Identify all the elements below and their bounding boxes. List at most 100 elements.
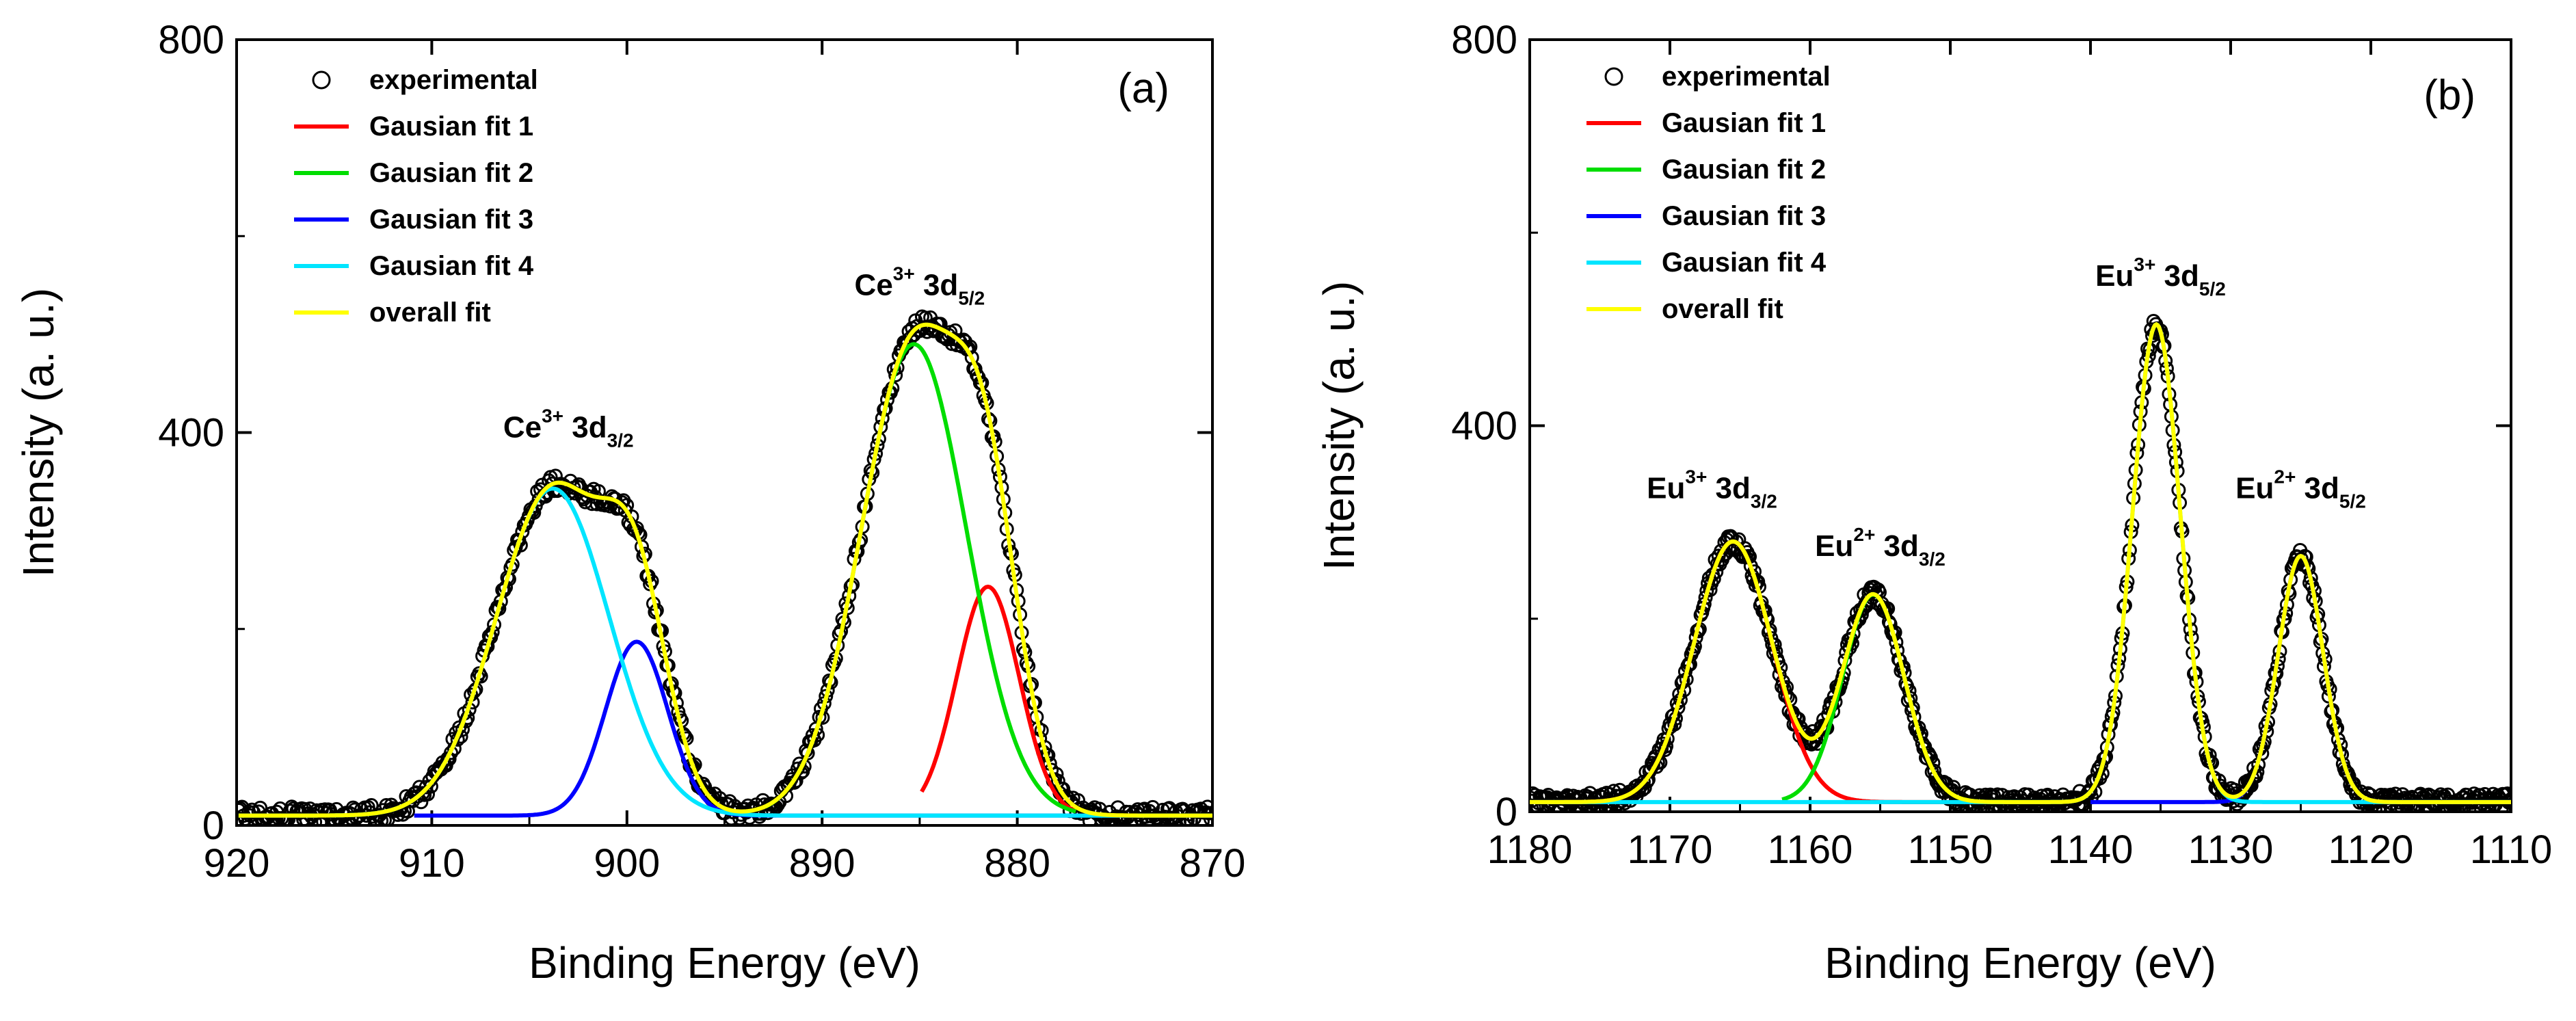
y-tick-label: 0 bbox=[202, 804, 224, 848]
legend-item: Gausian fit 3 bbox=[294, 204, 533, 235]
annotation-charge: 2+ bbox=[1853, 524, 1875, 545]
overall-fit-line bbox=[238, 322, 1212, 818]
legend: experimental Gausian fit 1 Gausian fit 2 Ga… bbox=[1586, 62, 1831, 324]
legend-item: Gausian fit 4 bbox=[294, 251, 534, 281]
legend-label: overall fit bbox=[1662, 294, 1783, 324]
x-tick-label: 1120 bbox=[2328, 827, 2414, 872]
x-tick-label: 1150 bbox=[1908, 827, 1993, 872]
x-tick-label: 900 bbox=[594, 841, 660, 886]
gaussian-fit-1-line bbox=[920, 584, 1077, 813]
annotation-subshell: 5/2 bbox=[2339, 490, 2366, 512]
peak-annotation: Ce3+ 3d3/2 bbox=[503, 406, 634, 451]
plot-area bbox=[1530, 313, 2511, 812]
experimental-point bbox=[237, 814, 245, 825]
x-tick-label: 1160 bbox=[1768, 827, 1853, 872]
annotation-element: Eu bbox=[2095, 259, 2134, 293]
legend-marker-circle bbox=[1604, 67, 1623, 86]
legend: experimental Gausian fit 1 Gausian fit 2 Ga… bbox=[294, 65, 538, 328]
peak-annotation: Eu2+ 3d5/2 bbox=[2235, 466, 2366, 512]
annotation-orbital: 3d bbox=[915, 268, 959, 302]
y-tick-label: 800 bbox=[158, 18, 224, 62]
legend-item: Gausian fit 1 bbox=[1586, 108, 1826, 138]
annotation-charge: 3+ bbox=[893, 263, 915, 284]
y-axis-label: Intensity (a. u.) bbox=[14, 288, 63, 577]
y-tick-label: 400 bbox=[1451, 404, 1517, 449]
legend-item: experimental bbox=[312, 65, 538, 95]
annotation-orbital: 3d bbox=[2155, 259, 2199, 293]
y-tick-label: 0 bbox=[1496, 790, 1517, 834]
annotation-charge: 3+ bbox=[1685, 466, 1707, 487]
legend-label: experimental bbox=[369, 65, 538, 95]
panel-label: (a) bbox=[1117, 65, 1169, 112]
legend-label: overall fit bbox=[369, 297, 491, 328]
legend-label: Gausian fit 2 bbox=[369, 158, 533, 188]
peak-annotation: Eu3+ 3d3/2 bbox=[1647, 466, 1777, 512]
annotation-orbital: 3d bbox=[2296, 471, 2339, 505]
annotation-orbital: 3d bbox=[563, 411, 607, 445]
legend-item: experimental bbox=[1604, 62, 1831, 92]
annotation-subshell: 3/2 bbox=[1919, 548, 1946, 570]
overall-fit-line bbox=[1530, 321, 2511, 804]
gaussian-fit-4-line bbox=[238, 486, 1212, 818]
experimental-series bbox=[237, 309, 1212, 825]
x-tick-label: 1130 bbox=[2188, 827, 2274, 872]
legend-item: Gausian fit 2 bbox=[294, 158, 533, 188]
annotation-orbital: 3d bbox=[1707, 471, 1751, 505]
legend-marker-circle bbox=[312, 70, 331, 90]
legend-label: Gausian fit 4 bbox=[1662, 248, 1827, 278]
legend-label: Gausian fit 3 bbox=[1662, 201, 1826, 231]
legend-label: Gausian fit 4 bbox=[369, 251, 534, 281]
x-tick-label: 1110 bbox=[2470, 827, 2552, 872]
annotation-element: Ce bbox=[503, 411, 542, 445]
x-tick-label: 1140 bbox=[2048, 827, 2134, 872]
annotation-subshell: 5/2 bbox=[958, 287, 985, 308]
panel-b-eu-3d-chart: 1180 1170 1160 1150 1140 1130 1120 1110 0 400 800 B… bbox=[1314, 18, 2552, 987]
legend-label: Gausian fit 2 bbox=[1662, 155, 1826, 185]
x-tick-label: 870 bbox=[1180, 841, 1246, 886]
annotation-element: Eu bbox=[1815, 529, 1853, 563]
gaussian-fit-2-line bbox=[1781, 592, 2021, 804]
legend-item: Gausian fit 3 bbox=[1586, 201, 1826, 231]
annotation-charge: 3+ bbox=[542, 406, 563, 427]
annotation-subshell: 3/2 bbox=[607, 430, 634, 451]
peak-annotation: Ce3+ 3d5/2 bbox=[855, 263, 985, 308]
annotation-subshell: 3/2 bbox=[1751, 490, 1777, 512]
legend-label: Gausian fit 1 bbox=[1662, 108, 1826, 138]
y-axis-label: Intensity (a. u.) bbox=[1314, 281, 1364, 570]
legend-label: Gausian fit 3 bbox=[369, 204, 533, 235]
legend-label: experimental bbox=[1662, 62, 1831, 92]
legend-label: Gausian fit 1 bbox=[369, 111, 533, 142]
x-axis-label: Binding Energy (eV) bbox=[1824, 938, 2216, 987]
experimental-point bbox=[1530, 786, 1540, 801]
annotation-orbital: 3d bbox=[1875, 529, 1919, 563]
gaussian-fit-3-line bbox=[2090, 553, 2511, 804]
plot-area bbox=[237, 309, 1212, 825]
legend-item: Gausian fit 2 bbox=[1586, 155, 1826, 185]
y-tick-label: 400 bbox=[158, 411, 224, 455]
x-tick-label: 910 bbox=[399, 841, 465, 886]
gaussian-fit-1-line bbox=[1530, 539, 1950, 804]
experimental-point bbox=[237, 799, 250, 814]
peak-annotation: Eu3+ 3d5/2 bbox=[2095, 254, 2226, 300]
annotation-element: Eu bbox=[1647, 471, 1685, 505]
annotation-charge: 3+ bbox=[2134, 254, 2155, 275]
annotation-subshell: 5/2 bbox=[2199, 278, 2226, 300]
x-axis-label: Binding Energy (eV) bbox=[529, 938, 920, 987]
legend-item: Gausian fit 4 bbox=[1586, 248, 1827, 278]
panel-label: (b) bbox=[2424, 72, 2475, 119]
x-tick-label: 1170 bbox=[1628, 827, 1713, 872]
annotation-charge: 2+ bbox=[2274, 466, 2296, 487]
experimental-point bbox=[1145, 799, 1160, 814]
x-tick-label: 920 bbox=[204, 841, 270, 886]
x-tick-label: 890 bbox=[789, 841, 855, 886]
annotation-element: Eu bbox=[2235, 471, 2274, 505]
y-tick-label: 800 bbox=[1451, 18, 1517, 62]
legend-item: overall fit bbox=[1586, 294, 1783, 324]
panel-a-ce-3d-chart: 920 910 900 890 880 870 0 400 800 Binding Energy … bbox=[14, 18, 1245, 987]
peak-annotation: Eu2+ 3d3/2 bbox=[1815, 524, 1946, 570]
legend-item: Gausian fit 1 bbox=[294, 111, 533, 142]
experimental-point bbox=[953, 334, 968, 349]
x-tick-label: 1180 bbox=[1487, 827, 1573, 872]
annotation-element: Ce bbox=[855, 268, 893, 302]
